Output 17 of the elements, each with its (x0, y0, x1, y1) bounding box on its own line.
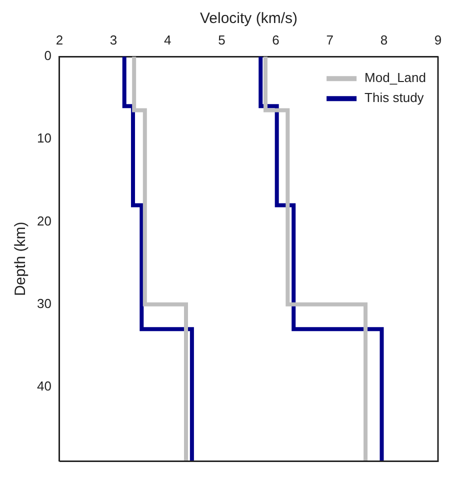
y-tick-label: 20 (36, 213, 52, 228)
y-tick-label: 10 (36, 130, 52, 146)
y-tick-label: 0 (44, 48, 52, 64)
x-tick-label: 7 (326, 32, 334, 48)
x-tick-label: 2 (56, 32, 64, 48)
x-tick-label: 9 (434, 32, 442, 48)
y-tick-label: 40 (36, 378, 52, 394)
legend-label: Mod_Land (364, 70, 426, 86)
x-tick-label: 4 (164, 32, 172, 48)
y-axis-title: Depth (km) (12, 222, 30, 296)
x-tick-label: 3 (110, 32, 118, 48)
legend-label: This study (364, 90, 424, 106)
y-tick-label: 30 (36, 296, 52, 311)
x-tick-label: 5 (218, 32, 226, 48)
x-tick-label: 6 (272, 32, 280, 48)
x-tick-label: 8 (380, 32, 388, 48)
x-axis-title: Velocity (km/s) (200, 10, 298, 28)
